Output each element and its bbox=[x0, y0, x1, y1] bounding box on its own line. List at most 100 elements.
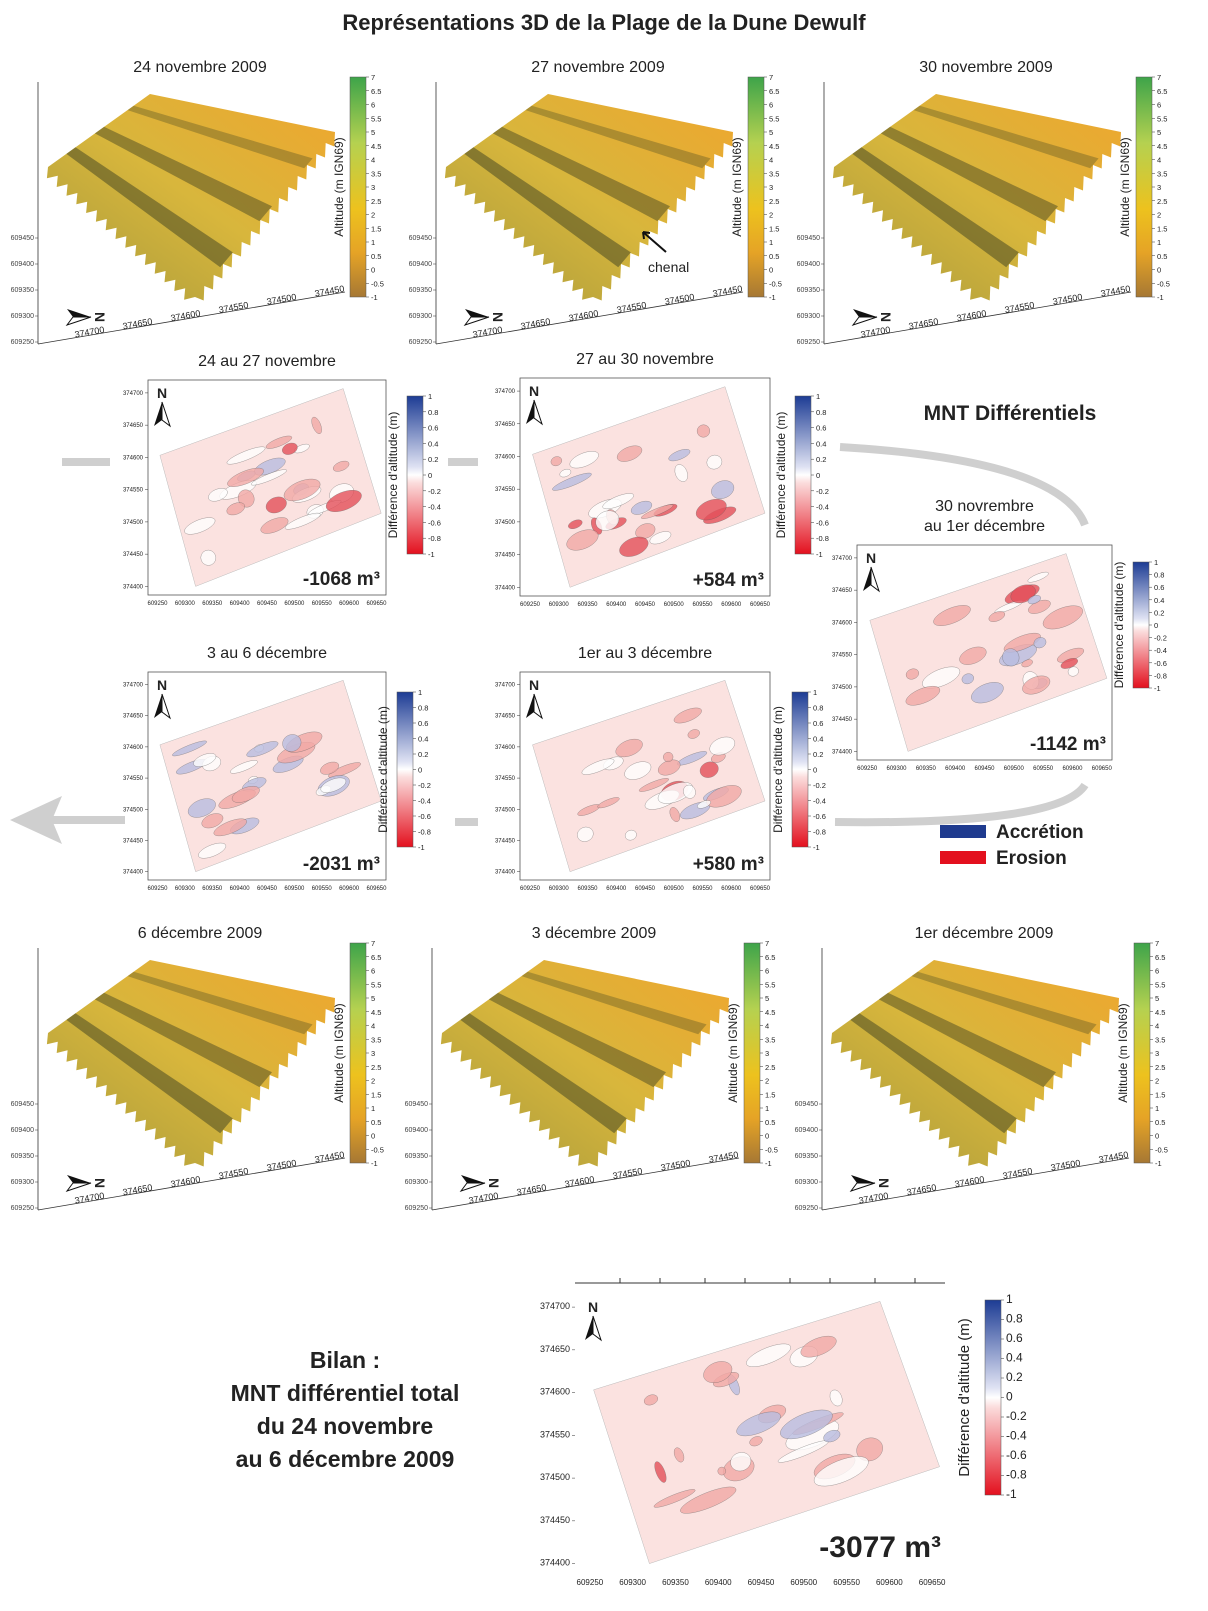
legend-swatch bbox=[940, 851, 986, 864]
contour-blob bbox=[643, 1394, 658, 1406]
colorbar-tick-label: -0.4 bbox=[1006, 1429, 1027, 1443]
north-icon bbox=[461, 1175, 485, 1183]
y-tick-label: 609400 bbox=[797, 261, 820, 268]
north-icon bbox=[67, 309, 91, 317]
north-label: N bbox=[157, 385, 167, 401]
colorbar-tick-label: -1 bbox=[765, 1159, 772, 1168]
x-tick-label: 374550 bbox=[218, 1166, 249, 1181]
colorbar-tick-label: 0.2 bbox=[1154, 608, 1164, 617]
colorbar bbox=[1135, 76, 1153, 298]
surface-panel: 30 novembre 2009 374700 374650 374600 374550… bbox=[797, 59, 1132, 346]
y-tick-label: 374650 bbox=[123, 423, 144, 429]
x-tick-label: 609500 bbox=[790, 1578, 817, 1587]
axis-line bbox=[431, 1157, 740, 1211]
surface-trough bbox=[94, 992, 273, 1088]
colorbar-tick-label: 0.2 bbox=[418, 750, 428, 759]
x-tick-label: 609500 bbox=[664, 886, 685, 892]
colorbar-tick-label: -0.6 bbox=[1154, 659, 1167, 668]
north-label: N bbox=[878, 312, 894, 322]
colorbar-tick-label: 0 bbox=[816, 471, 820, 480]
colorbar-tick-label: 3.5 bbox=[371, 1035, 381, 1044]
y-tick-label: 374500 bbox=[495, 807, 516, 813]
north-icon bbox=[154, 694, 162, 718]
summary-line: au 6 décembre 2009 bbox=[236, 1446, 455, 1472]
contour-blob bbox=[265, 496, 287, 514]
diff-map: 24 au 27 novembre 609250 609300 609350 60940… bbox=[123, 353, 387, 607]
x-tick-label: 374650 bbox=[906, 1182, 937, 1197]
colorbar-tick-label: 5.5 bbox=[371, 980, 381, 989]
colorbar-tick-label: 6 bbox=[1157, 101, 1161, 110]
contour-blob bbox=[630, 500, 653, 515]
colorbar-tick-label: 3.5 bbox=[371, 169, 381, 178]
surface-panel: 27 novembre 2009 374700 374650 374600 374550… bbox=[409, 59, 744, 346]
x-tick-label: 374450 bbox=[314, 284, 345, 299]
x-tick-label: 374450 bbox=[314, 1150, 345, 1165]
colorbar-tick-label: -0.8 bbox=[1154, 671, 1167, 680]
colorbar-tick-label: 1 bbox=[769, 238, 773, 247]
contour-blob bbox=[187, 798, 216, 818]
x-tick-label: 374500 bbox=[1050, 1158, 1081, 1173]
colorbar-tick-label: 0.5 bbox=[371, 1118, 381, 1127]
section-title: MNT Différentiels bbox=[924, 402, 1097, 425]
contour-blob bbox=[959, 646, 987, 665]
x-tick-label: 609450 bbox=[748, 1578, 775, 1587]
y-tick-label: 374600 bbox=[123, 745, 144, 751]
surface-panel: 6 décembre 2009 374700 374650 374600 374550 3… bbox=[11, 925, 346, 1212]
y-tick-label: 374700 bbox=[495, 682, 516, 688]
colorbar-label: Différence d'altitude (m) bbox=[386, 412, 400, 539]
y-tick-label: 374600 bbox=[832, 620, 853, 626]
colorbar-tick-label: 6 bbox=[765, 967, 769, 976]
north-arrow: N bbox=[463, 309, 506, 326]
colorbar-tick-label: 3 bbox=[1157, 183, 1161, 192]
y-tick-label: 374650 bbox=[495, 714, 516, 720]
colorbar-tick-label: 3 bbox=[769, 183, 773, 192]
x-tick-label: 609650 bbox=[750, 602, 771, 608]
contour-blob bbox=[213, 818, 247, 837]
y-tick-label: 374500 bbox=[495, 520, 516, 526]
colorbar-tick-label: 6.5 bbox=[769, 87, 779, 96]
contour-blob bbox=[332, 460, 350, 472]
colorbar-tick-label: -1 bbox=[1006, 1487, 1017, 1501]
colorbar-tick-label: 0.5 bbox=[371, 252, 381, 261]
y-tick-label: 374700 bbox=[832, 556, 853, 562]
colorbar bbox=[743, 942, 761, 1164]
colorbar-tick-label: -0.6 bbox=[813, 812, 826, 821]
contour-blob bbox=[208, 488, 228, 502]
x-tick-label: 374550 bbox=[1002, 1166, 1033, 1181]
colorbar-tick-label: -1 bbox=[371, 1159, 378, 1168]
north-icon bbox=[526, 400, 534, 424]
map-surface bbox=[159, 388, 382, 587]
axis-line bbox=[821, 1157, 1130, 1211]
colorbar-tick-label: 2.5 bbox=[769, 197, 779, 206]
y-tick-label: 374600 bbox=[123, 455, 144, 461]
colorbar-tick-label: 0.6 bbox=[418, 719, 428, 728]
colorbar-tick-label: -1 bbox=[418, 843, 425, 852]
colorbar-tick-label: 3.5 bbox=[1155, 1035, 1165, 1044]
colorbar-tick-label: 0.5 bbox=[1157, 252, 1167, 261]
colorbar-tick-label: 4.5 bbox=[765, 1008, 775, 1017]
contour-blob bbox=[320, 777, 347, 793]
colorbar-tick-label: 0.4 bbox=[816, 439, 826, 448]
contour-blob bbox=[829, 1389, 843, 1407]
contour-blob bbox=[800, 1335, 837, 1358]
surface-trough bbox=[878, 992, 1056, 1088]
summary-line: Bilan : bbox=[310, 1347, 380, 1373]
x-tick-label: 374600 bbox=[170, 1174, 201, 1189]
x-tick-label: 609650 bbox=[750, 886, 771, 892]
contour-blob bbox=[687, 729, 700, 739]
colorbar-tick-label: 0 bbox=[428, 471, 432, 480]
y-tick-label: 609250 bbox=[405, 1205, 428, 1212]
x-tick-label: 374600 bbox=[956, 308, 987, 323]
panel-title: 30 novembre 2009 bbox=[919, 59, 1053, 76]
north-arrow: N bbox=[459, 1175, 502, 1192]
colorbar-tick-label: 0.5 bbox=[765, 1118, 775, 1127]
colorbar-tick-label: -1 bbox=[813, 843, 820, 852]
colorbar-tick-label: 1 bbox=[428, 392, 432, 401]
x-tick-label: 374600 bbox=[568, 308, 599, 323]
colorbar-tick-label: 1 bbox=[816, 392, 820, 401]
contour-blob bbox=[1022, 675, 1051, 695]
surface-panel: 3 décembre 2009 374700 374650 374600 374550 3… bbox=[405, 925, 740, 1212]
colorbar-tick-label: -1 bbox=[371, 293, 378, 302]
x-tick-label: 609500 bbox=[284, 886, 305, 892]
contour-blob bbox=[680, 1486, 737, 1514]
